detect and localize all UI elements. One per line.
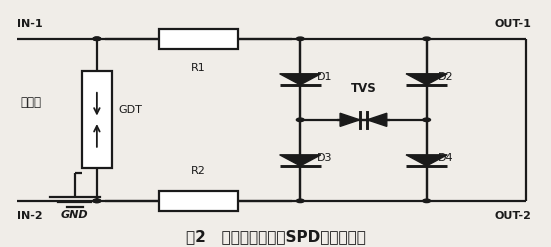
Text: OUT-1: OUT-1	[494, 19, 531, 29]
Polygon shape	[279, 74, 321, 85]
Text: TVS: TVS	[350, 82, 376, 95]
Text: D2: D2	[437, 72, 453, 82]
Circle shape	[93, 199, 101, 203]
Bar	[159, 29, 238, 49]
Polygon shape	[279, 155, 321, 166]
Polygon shape	[340, 113, 360, 126]
Text: IN-1: IN-1	[17, 19, 43, 29]
Text: GDT: GDT	[119, 105, 143, 115]
Text: 图2   二线制信号线路SPD电路原理图: 图2 二线制信号线路SPD电路原理图	[186, 229, 365, 244]
Circle shape	[93, 199, 101, 203]
Circle shape	[296, 118, 304, 122]
Text: R1: R1	[191, 63, 206, 73]
Text: OUT-2: OUT-2	[494, 211, 531, 221]
Text: D3: D3	[317, 153, 332, 163]
Text: D4: D4	[437, 153, 453, 163]
Text: R2: R2	[191, 166, 206, 176]
Circle shape	[93, 37, 101, 41]
Circle shape	[93, 37, 101, 41]
Circle shape	[296, 199, 304, 203]
Text: 二线制: 二线制	[20, 96, 41, 109]
Text: GND: GND	[61, 210, 89, 220]
Text: IN-2: IN-2	[17, 211, 43, 221]
Bar	[82, 71, 112, 168]
Bar	[159, 191, 238, 211]
Text: D1: D1	[317, 72, 332, 82]
Polygon shape	[406, 74, 447, 85]
Polygon shape	[406, 155, 447, 166]
Circle shape	[296, 37, 304, 41]
Polygon shape	[367, 113, 387, 126]
Circle shape	[423, 37, 430, 41]
Circle shape	[423, 118, 430, 122]
Circle shape	[423, 199, 430, 203]
